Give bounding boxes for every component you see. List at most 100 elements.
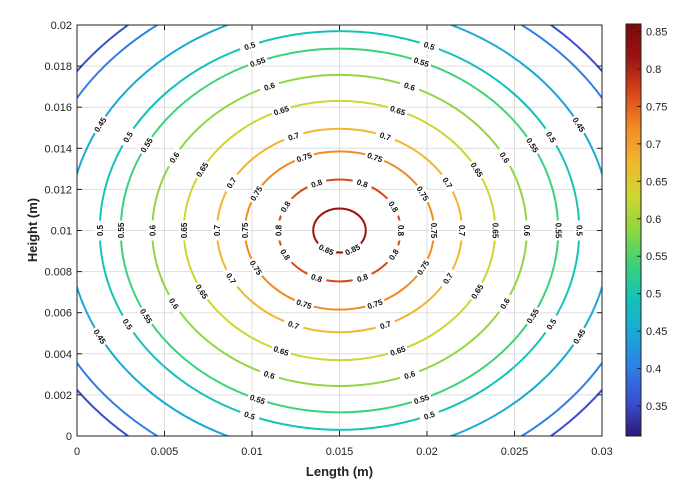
contour-label-bg — [246, 182, 266, 205]
contour-label-text: 0.5 — [423, 410, 437, 422]
contour-label-text: 0.55 — [117, 222, 126, 238]
contour-label-text: 0.65 — [180, 222, 189, 238]
contour-label-bg — [258, 78, 281, 95]
contour-label: 0.7 — [282, 128, 305, 145]
contour-label-bg — [413, 182, 433, 205]
contour-label-bg — [523, 304, 543, 328]
contour-label-bg — [90, 325, 110, 348]
contour-label: 0.55 — [553, 220, 564, 241]
contour-label-bg — [282, 316, 305, 333]
contour-label-bg — [363, 295, 386, 312]
contour-label-bg — [246, 256, 266, 279]
contour-label-bg — [410, 53, 433, 70]
y-axis-ticks: 0 0.002 0.004 0.006 0.008 0.01 0.012 0.014 0.016… — [44, 20, 602, 443]
contour-label: 0.7 — [374, 128, 397, 145]
colorbar-tick-label: 0.85 — [646, 26, 667, 38]
contour-label-bg — [384, 243, 404, 266]
contour-label-bg — [490, 220, 501, 241]
x-axis-label: Length (m) — [306, 464, 373, 479]
contour-label-bg — [574, 220, 585, 241]
contour-label-bg — [305, 269, 328, 286]
contour-label-text: 0.7 — [457, 225, 466, 237]
colorbar-tick-label: 0.6 — [646, 214, 661, 226]
contour-label-bg — [293, 149, 316, 166]
contour-label-bg — [164, 146, 184, 169]
y-tick-label: 0.018 — [44, 61, 72, 73]
contour-label-bg — [147, 220, 158, 241]
contour-label: 0.8 — [351, 269, 374, 286]
contour-label: 0.5 — [238, 37, 261, 54]
colorbar-tick-label: 0.45 — [646, 326, 667, 338]
x-tick-label: 0.015 — [326, 446, 354, 458]
contour-label-bg — [351, 269, 374, 286]
contour-label-bg — [221, 267, 241, 290]
y-tick-label: 0.004 — [44, 349, 72, 361]
contour-label-bg — [569, 325, 589, 348]
contour-label-text: 0.8 — [310, 177, 324, 189]
contour-label: 0.8 — [351, 175, 374, 192]
contour-label: 0.75 — [240, 220, 250, 241]
contour-label-bg — [386, 342, 409, 359]
y-tick-label: 0.02 — [51, 20, 72, 32]
contour-label: 0.8 — [305, 269, 328, 286]
contour-label-text: 0.8 — [310, 272, 324, 284]
contour-label-bg — [569, 113, 589, 136]
contour-label-text: 0.6 — [522, 225, 531, 237]
colorbar-tick-label: 0.65 — [646, 176, 667, 188]
contour-label-bg — [351, 175, 374, 192]
contour-label: 0.55 — [115, 220, 126, 241]
contour-label-bg — [523, 133, 543, 157]
contour-label-bg — [467, 158, 487, 181]
contour-label-bg — [275, 195, 295, 218]
contour-label-bg — [192, 280, 212, 303]
grid-lines — [77, 25, 602, 436]
contour-label-text: 0.7 — [213, 224, 222, 236]
contour-label-text: 0.5 — [243, 410, 257, 422]
contour-label-bg — [212, 220, 222, 241]
contour-label-bg — [374, 128, 397, 145]
contour-label-bg — [238, 407, 261, 424]
contour-label-bg — [363, 149, 386, 166]
contour-label-bg — [240, 220, 250, 241]
contour-label: 0.6 — [258, 78, 281, 95]
contour-label-text: 0.5 — [96, 224, 105, 236]
colorbar-gradient — [625, 23, 642, 437]
contour-label-bg — [118, 312, 138, 336]
x-tick-label: 0 — [74, 446, 80, 458]
contour-label-bg — [418, 37, 441, 54]
contour-label-bg — [136, 304, 156, 328]
contour-label-bg — [413, 256, 433, 279]
contour-label-bg — [94, 220, 105, 241]
contour-label: 0.5 — [418, 407, 441, 424]
contour-label-bg — [192, 158, 212, 181]
contour-label-bg — [238, 37, 261, 54]
x-tick-label: 0.025 — [501, 446, 529, 458]
contour-label: 0.8 — [395, 220, 406, 241]
contour-label-bg — [467, 280, 487, 303]
contour-label: 0.75 — [429, 220, 439, 241]
y-tick-label: 0 — [66, 431, 72, 443]
contour-label-bg — [398, 78, 421, 95]
contour-label-bg — [521, 220, 532, 241]
contour-label-text: 0.5 — [574, 225, 583, 237]
contour-label-bg — [410, 391, 433, 408]
contour-label-text: 0.7 — [379, 131, 393, 143]
contour-label-bg — [374, 316, 397, 333]
contour-label-text: 0.8 — [396, 225, 405, 237]
colorbar-tick-label: 0.8 — [646, 64, 661, 76]
contour-label-bg — [136, 133, 156, 157]
contour-label-text: 0.5 — [422, 40, 436, 52]
x-tick-label: 0.02 — [416, 446, 437, 458]
contour-label-bg — [282, 128, 305, 145]
y-tick-label: 0.016 — [44, 102, 72, 114]
contour-label-bg — [90, 113, 110, 136]
contour-label-bg — [384, 195, 404, 218]
contour-label-bg — [495, 146, 515, 169]
contour-label: 0.7 — [212, 220, 222, 241]
y-axis-label: Height (m) — [25, 198, 40, 262]
contour-label: 0.5 — [574, 220, 585, 241]
colorbar-tick-label: 0.55 — [646, 251, 667, 263]
colorbar-tick-label: 0.75 — [646, 101, 667, 113]
contour-label-text: 0.65 — [490, 223, 499, 239]
contour-label-bg — [305, 175, 328, 192]
